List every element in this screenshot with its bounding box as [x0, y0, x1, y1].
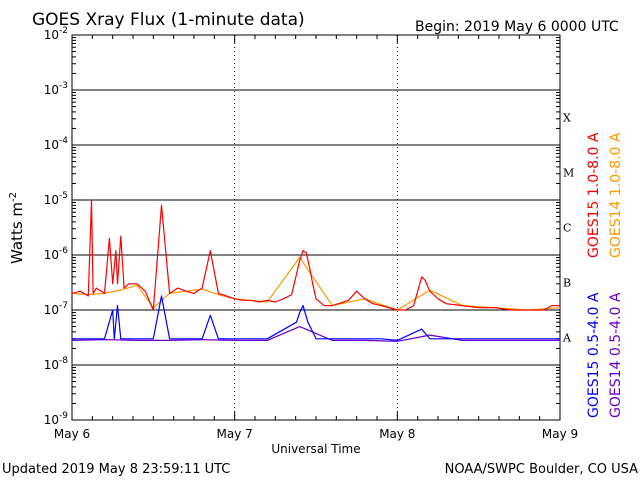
minor-ticks	[71, 35, 561, 420]
x-tick-label: May 6	[54, 427, 90, 441]
y-axis-label-exp: -2	[8, 192, 19, 202]
flare-class-label: X	[563, 112, 571, 125]
flare-class-label: A	[562, 332, 572, 345]
legend-entry: GOES15 0.5-4.0 A	[586, 292, 602, 418]
y-tick-label: 10-6	[44, 246, 69, 262]
series-group	[71, 199, 561, 342]
flare-class-labels: X M C B A	[562, 112, 574, 345]
plot-area	[71, 34, 561, 421]
legend-entry: GOES14 1.0-8.0 A	[608, 132, 624, 258]
y-tick-labels: 10-2 10-3 10-4 10-5 10-6 10-7 10-8 10-9	[44, 26, 69, 427]
chart-title: GOES Xray Flux (1-minute data)	[32, 10, 305, 30]
series-line	[71, 199, 560, 311]
x-tick-label: May 7	[217, 427, 253, 441]
updated-text: Updated 2019 May 8 23:59:11 UTC	[2, 462, 230, 477]
y-tick-label: 10-7	[44, 301, 68, 317]
flare-class-label: C	[563, 222, 571, 235]
vertical-grid	[234, 35, 398, 420]
series-line	[72, 295, 560, 341]
credit-text: NOAA/SWPC Boulder, CO USA	[445, 462, 638, 477]
svg-text:Watts m-2: Watts m-2	[8, 192, 26, 264]
y-axis-label: Watts m-2	[8, 192, 26, 264]
x-tick-label: May 9	[542, 427, 578, 441]
y-tick-label: 10-5	[44, 191, 68, 207]
begin-label: Begin: 2019 May 6 0000 UTC	[415, 19, 619, 35]
legend: GOES15 1.0-8.0 A GOES14 1.0-8.0 A GOES15 0…	[586, 132, 624, 418]
flare-class-label: M	[563, 167, 574, 180]
x-tick-labels: May 6 May 7 May 8 May 9	[54, 427, 578, 441]
y-tick-label: 10-2	[44, 26, 68, 42]
legend-entry: GOES15 1.0-8.0 A	[586, 132, 602, 258]
y-tick-label: 10-4	[44, 136, 69, 152]
y-axis-label-text: Watts m	[8, 202, 26, 264]
x-tick-label: May 8	[379, 427, 415, 441]
y-tick-label: 10-8	[44, 356, 69, 372]
y-tick-label: 10-9	[44, 411, 69, 427]
legend-entry: GOES14 0.5-4.0 A	[608, 292, 624, 418]
x-axis-label: Universal Time	[271, 442, 360, 456]
y-tick-label: 10-3	[44, 81, 68, 97]
flare-class-label: B	[563, 277, 571, 290]
series-line	[71, 326, 560, 342]
